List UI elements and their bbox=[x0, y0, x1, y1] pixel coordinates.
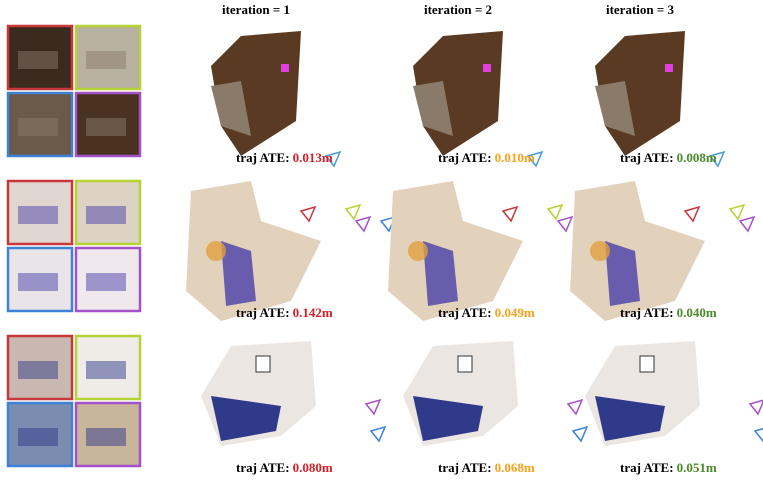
scene-marker bbox=[639, 355, 655, 373]
camera-icon bbox=[728, 203, 746, 221]
reconstruction bbox=[186, 181, 397, 321]
ate-value: 0.051m bbox=[677, 460, 717, 475]
scene-surface bbox=[413, 396, 483, 441]
thumbnail-detail bbox=[86, 361, 126, 379]
camera-icon bbox=[526, 150, 544, 168]
ate-label: traj ATE: bbox=[438, 460, 492, 475]
ate-label: traj ATE: bbox=[438, 150, 492, 165]
ate-label: traj ATE: bbox=[620, 150, 674, 165]
ate-caption: traj ATE: 0.040m bbox=[620, 305, 717, 320]
scene-surface bbox=[590, 241, 610, 261]
camera-icon bbox=[748, 399, 763, 416]
scene-marker bbox=[281, 64, 289, 72]
reconstruction bbox=[595, 31, 726, 168]
ate-value: 0.080m bbox=[293, 460, 333, 475]
camera-icon bbox=[344, 203, 362, 221]
camera-icon bbox=[546, 203, 564, 221]
column-header: iteration = 1 bbox=[222, 2, 290, 17]
thumbnail-detail bbox=[86, 273, 126, 291]
ate-label: traj ATE: bbox=[620, 460, 674, 475]
ate-value: 0.010m bbox=[495, 150, 535, 165]
ate-label: traj ATE: bbox=[620, 305, 674, 320]
ate-value: 0.040m bbox=[677, 305, 717, 320]
ate-caption: traj ATE: 0.010m bbox=[438, 150, 535, 165]
thumbnail-detail bbox=[18, 361, 58, 379]
camera-icon bbox=[299, 205, 317, 223]
camera-icon bbox=[708, 150, 726, 168]
camera-icon bbox=[566, 398, 584, 416]
ate-label: traj ATE: bbox=[236, 460, 290, 475]
camera-icon bbox=[369, 425, 387, 443]
ate-value: 0.008m bbox=[677, 150, 717, 165]
ate-value: 0.068m bbox=[495, 460, 535, 475]
thumbnail-detail bbox=[86, 51, 126, 69]
ate-caption: traj ATE: 0.080m bbox=[236, 460, 333, 475]
thumbnail-detail bbox=[18, 118, 58, 136]
thumbnail-detail bbox=[18, 428, 58, 446]
ate-label: traj ATE: bbox=[438, 305, 492, 320]
scene-marker bbox=[255, 355, 271, 373]
camera-icon bbox=[753, 427, 763, 443]
thumbnail-detail bbox=[18, 51, 58, 69]
scene-surface bbox=[388, 181, 523, 321]
scene-marker bbox=[665, 64, 673, 72]
scene-marker bbox=[457, 355, 473, 373]
scene-surface bbox=[186, 181, 321, 321]
column-header: iteration = 2 bbox=[424, 2, 492, 17]
reconstruction bbox=[201, 341, 387, 446]
reconstruction bbox=[403, 341, 589, 446]
camera-icon bbox=[501, 205, 519, 223]
reconstruction bbox=[388, 181, 599, 321]
scene-surface bbox=[595, 81, 635, 136]
thumbnail-detail bbox=[86, 118, 126, 136]
ate-value: 0.013m bbox=[293, 150, 333, 165]
camera-icon bbox=[571, 425, 589, 443]
column-header: iteration = 3 bbox=[606, 2, 675, 17]
reconstruction bbox=[211, 31, 342, 168]
ate-caption: traj ATE: 0.068m bbox=[438, 460, 535, 475]
camera-icon bbox=[556, 215, 574, 233]
ate-caption: traj ATE: 0.013m bbox=[236, 150, 333, 165]
scene-surface bbox=[408, 241, 428, 261]
camera-icon bbox=[738, 215, 756, 233]
camera-icon bbox=[324, 150, 342, 168]
ate-value: 0.142m bbox=[293, 305, 333, 320]
camera-icon bbox=[354, 215, 372, 233]
ate-caption: traj ATE: 0.142m bbox=[236, 305, 333, 320]
scene-surface bbox=[206, 241, 226, 261]
reconstruction bbox=[585, 341, 763, 446]
scene-surface bbox=[595, 396, 665, 441]
scene-surface bbox=[413, 81, 453, 136]
ate-label: traj ATE: bbox=[236, 305, 290, 320]
scene-surface bbox=[605, 241, 640, 306]
thumbnail-detail bbox=[86, 206, 126, 224]
reconstruction bbox=[413, 31, 544, 168]
thumbnail-detail bbox=[86, 428, 126, 446]
ate-label: traj ATE: bbox=[236, 150, 290, 165]
ate-caption: traj ATE: 0.008m bbox=[620, 150, 717, 165]
scene-surface bbox=[211, 396, 281, 441]
scene-surface bbox=[221, 241, 256, 306]
ate-caption: traj ATE: 0.051m bbox=[620, 460, 717, 475]
reconstruction bbox=[570, 181, 756, 321]
ate-caption: traj ATE: 0.049m bbox=[438, 305, 535, 320]
scene-marker bbox=[483, 64, 491, 72]
camera-icon bbox=[364, 398, 382, 416]
thumbnail-detail bbox=[18, 273, 58, 291]
thumbnail-detail bbox=[18, 206, 58, 224]
scene-surface bbox=[423, 241, 458, 306]
camera-icon bbox=[683, 205, 701, 223]
scene-surface bbox=[211, 81, 251, 136]
scene-surface bbox=[570, 181, 705, 321]
ate-value: 0.049m bbox=[495, 305, 535, 320]
